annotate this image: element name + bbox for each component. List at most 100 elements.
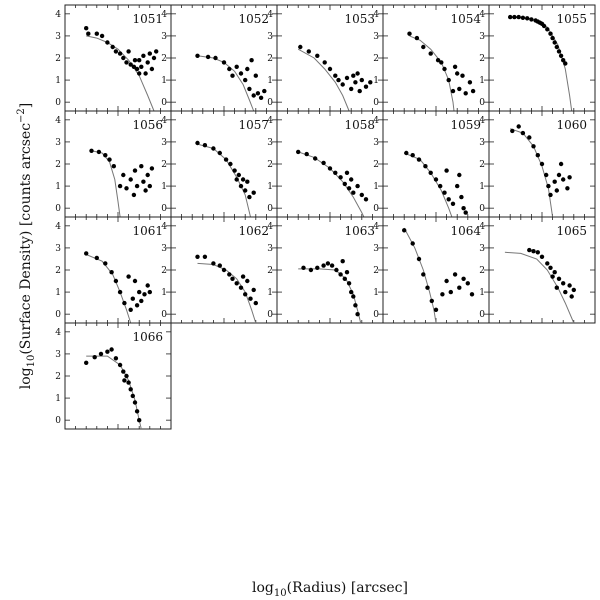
- data-point: [334, 267, 339, 273]
- y-tick-label: 1: [373, 288, 379, 298]
- model-curve: [297, 48, 350, 112]
- data-point: [333, 170, 338, 175]
- data-point: [460, 73, 465, 78]
- data-point: [558, 161, 564, 167]
- data-point: [113, 356, 119, 361]
- data-point: [211, 146, 216, 151]
- data-point: [84, 360, 89, 365]
- y-tick-label: 3: [55, 244, 61, 254]
- data-point: [110, 44, 115, 50]
- y-tick-label: 0: [373, 310, 379, 320]
- data-point: [429, 298, 434, 304]
- data-point: [243, 292, 248, 297]
- data-point: [428, 170, 433, 175]
- data-point: [243, 77, 248, 83]
- y-tick-label: 4: [161, 10, 167, 20]
- data-point: [516, 124, 521, 129]
- data-point: [444, 278, 449, 284]
- y-tick-label: 1: [267, 288, 273, 298]
- data-point: [351, 190, 356, 195]
- data-point: [416, 157, 422, 162]
- data-point: [126, 274, 131, 279]
- model-curve: [86, 254, 132, 324]
- data-point: [113, 49, 119, 54]
- data-point: [342, 276, 347, 281]
- data-point: [131, 192, 137, 198]
- data-point: [433, 177, 439, 182]
- data-point: [137, 58, 142, 63]
- data-point: [253, 73, 258, 78]
- y-tick-label: 4: [267, 116, 273, 126]
- data-point: [103, 153, 108, 158]
- data-point: [217, 150, 222, 156]
- y-tick-label: 4: [161, 222, 167, 232]
- data-point: [143, 71, 148, 76]
- model-curve: [86, 35, 155, 112]
- data-point: [124, 373, 129, 379]
- y-tick-label: 3: [373, 138, 379, 148]
- data-point: [467, 80, 473, 85]
- data-point: [84, 251, 89, 256]
- data-point: [452, 272, 458, 277]
- data-point: [327, 166, 333, 171]
- data-point: [262, 88, 267, 94]
- data-point: [359, 192, 364, 198]
- y-tick-label: 0: [55, 416, 61, 426]
- data-point: [457, 86, 462, 92]
- x-axis-title: log10(Radius) [arcsec]: [252, 580, 408, 599]
- data-point: [124, 186, 129, 191]
- data-point: [122, 378, 127, 383]
- data-point: [249, 58, 254, 63]
- panel-label: 1065: [556, 224, 587, 238]
- data-point: [202, 143, 208, 148]
- data-point: [545, 27, 550, 32]
- y-tick-label: 1: [55, 288, 61, 298]
- data-point: [539, 254, 545, 259]
- data-point: [109, 347, 114, 352]
- data-point: [107, 157, 112, 162]
- data-point: [428, 51, 433, 56]
- data-point: [195, 53, 200, 58]
- model-curve: [504, 251, 575, 324]
- data-point: [567, 283, 572, 288]
- y-tick-label: 4: [267, 10, 273, 20]
- data-point: [439, 60, 444, 65]
- model-curve: [409, 35, 455, 112]
- data-point: [563, 289, 568, 295]
- y-tick-label: 3: [479, 32, 485, 42]
- y-tick-label: 4: [373, 116, 379, 126]
- data-point: [139, 298, 144, 304]
- data-point: [147, 289, 152, 295]
- data-point: [446, 77, 451, 83]
- data-point: [211, 261, 216, 266]
- y-tick-label: 2: [479, 160, 485, 170]
- data-point: [86, 31, 91, 36]
- data-point: [117, 362, 123, 368]
- data-point: [145, 60, 150, 65]
- data-point: [137, 418, 142, 423]
- y-tick-label: 4: [373, 10, 379, 20]
- data-point: [340, 259, 345, 264]
- y-tick-label: 4: [55, 10, 61, 20]
- y-tick-label: 1: [55, 182, 61, 192]
- data-point: [512, 14, 517, 20]
- panel-label: 1057: [238, 118, 269, 132]
- data-point: [321, 263, 326, 268]
- data-point: [346, 186, 352, 191]
- y-tick-label: 2: [55, 266, 61, 276]
- y-tick-label: 0: [161, 98, 167, 108]
- data-point: [130, 393, 135, 399]
- data-point: [510, 128, 515, 134]
- data-point: [92, 355, 97, 360]
- y-tick-label: 3: [161, 32, 167, 42]
- data-point: [546, 183, 551, 189]
- data-point: [516, 14, 521, 20]
- data-point: [423, 164, 428, 169]
- y-tick-label: 1: [161, 182, 167, 192]
- data-point: [154, 49, 159, 54]
- panel-1055: 0 1 2 3 4 1055: [479, 4, 596, 112]
- data-point: [134, 409, 140, 414]
- data-point: [253, 300, 258, 306]
- data-point: [455, 71, 460, 76]
